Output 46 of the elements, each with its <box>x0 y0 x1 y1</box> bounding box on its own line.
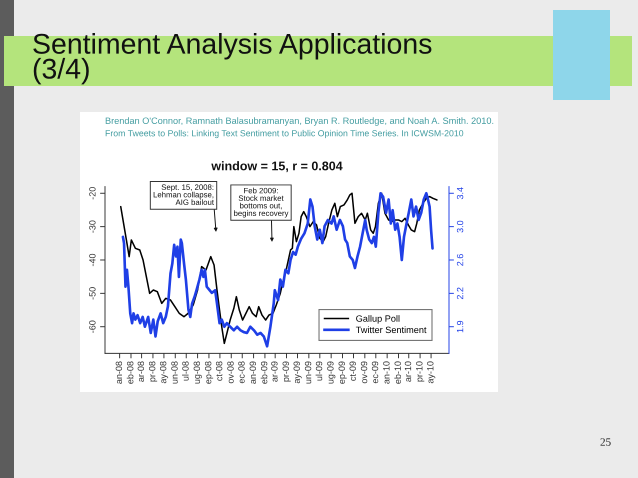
x-tick-label: ug-08 <box>194 361 202 384</box>
y-tick-label: -30 <box>89 220 96 233</box>
x-tick-label: ar-10 <box>404 361 412 382</box>
x-tick-label: ar-09 <box>271 361 278 382</box>
y2-tick-label: 3.4 <box>456 187 464 200</box>
text: From Tweets to Polls: Linking Text Sentiment to Public Opinion Time Series. In ICWSM-2010 <box>106 130 464 138</box>
y-tick-label: -60 <box>89 320 96 333</box>
x-tick-label: eb-08 <box>126 361 134 384</box>
x-tick-label: an-08 <box>116 361 122 384</box>
x-tick-label: ov-08 <box>227 361 234 384</box>
x-tick-label: ct-09 <box>350 361 356 381</box>
y2-tick-label: 1.9 <box>456 320 464 332</box>
x-tick-label: ep-08 <box>204 361 214 384</box>
x-tick-label: ay-09 <box>294 361 302 384</box>
x-tick-label: eb-09 <box>260 361 268 384</box>
y-tick-label: -40 <box>89 254 96 266</box>
text: 25 <box>600 438 611 446</box>
y-tick-label: -50 <box>89 287 96 300</box>
x-tick-label: ay-10 <box>427 361 436 384</box>
x-tick-label: un-08 <box>171 361 178 384</box>
y2-tick-label: 3.0 <box>456 220 464 233</box>
x-tick-label: pr-08 <box>148 361 158 382</box>
x-tick-label: ep-09 <box>338 361 347 384</box>
chart-subtitle: window = 15, r = 0.804 <box>211 161 343 172</box>
x-tick-label: ar-08 <box>138 361 144 382</box>
x-tick-label: un-09 <box>304 361 312 384</box>
text: Brendan O'Connor, Ramnath Balasubramanyan, Bryan R. Routledge, and Noah A. Smith. 2010. <box>106 117 494 126</box>
x-tick-label: ov-09 <box>360 361 368 384</box>
legend-label: Gallup Poll <box>356 315 400 324</box>
x-tick-label: ul-09 <box>316 361 322 381</box>
x-tick-label: ec-09 <box>372 361 378 384</box>
legend-label: Twitter Sentiment <box>356 326 426 334</box>
y-tick-label: -20 <box>89 187 96 200</box>
x-tick-label: pr-10 <box>416 361 424 382</box>
x-tick-label: ec-08 <box>238 361 245 384</box>
y2-tick-label: 2.6 <box>456 254 464 266</box>
x-tick-label: an-10 <box>383 361 390 384</box>
x-tick-label: an-09 <box>250 361 256 384</box>
x-tick-label: ay-08 <box>160 361 168 384</box>
chart-title: Sentiment Analysis Applications (3/4) <box>33 33 432 84</box>
x-tick-label: ug-09 <box>327 361 336 384</box>
x-tick-label: ul-08 <box>182 361 189 381</box>
x-tick-label: eb-10 <box>394 361 401 384</box>
x-tick-label: pr-09 <box>282 361 291 382</box>
x-tick-label: ct-08 <box>216 361 222 381</box>
y2-tick-label: 2.2 <box>456 288 464 300</box>
